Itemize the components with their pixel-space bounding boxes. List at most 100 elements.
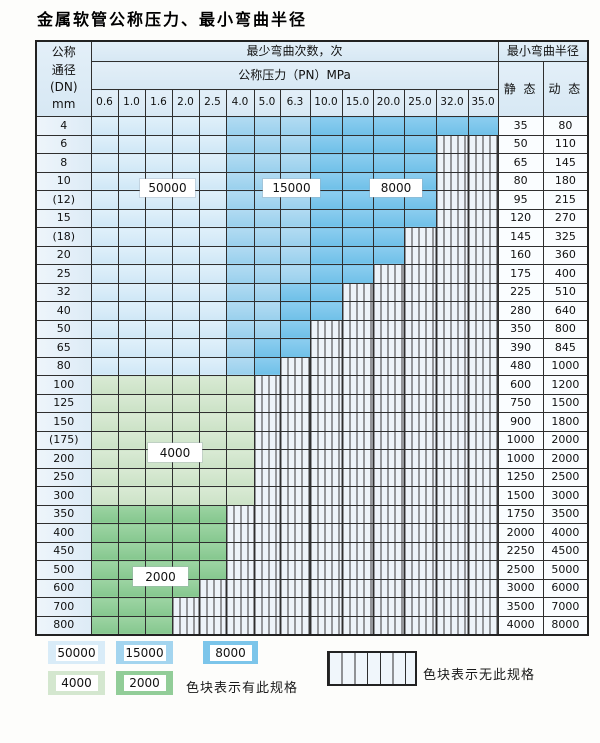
dynamic-radius-cell: 510 — [542, 282, 589, 302]
table-header: 公称 通径 (DN) mm 最少弯曲次数，次 最小弯曲半径 公称压力（PN）MP… — [35, 40, 589, 117]
spec-cell — [467, 430, 499, 450]
spec-cell — [198, 190, 227, 210]
spec-cell — [198, 264, 227, 284]
spec-cell — [279, 282, 311, 302]
static-radius-cell: 1000 — [497, 430, 544, 450]
spec-cell — [279, 264, 311, 284]
spec-cell — [144, 356, 173, 376]
dynamic-radius-cell: 1000 — [542, 356, 589, 376]
spec-cell — [403, 486, 437, 506]
spec-cell — [253, 467, 281, 487]
spec-cell — [171, 467, 200, 487]
spec-cell — [309, 134, 343, 154]
spec-cell — [467, 319, 499, 339]
spec-cell — [225, 504, 255, 524]
spec-cell — [253, 597, 281, 617]
pressure-tick: 35.0 — [467, 89, 499, 117]
spec-cell — [225, 449, 255, 469]
table-row: 100 600 1200 — [35, 375, 589, 395]
spec-cell — [198, 523, 227, 543]
spec-cell — [341, 375, 374, 395]
spec-cell — [198, 282, 227, 302]
spec-cell — [435, 338, 469, 358]
spec-cell — [309, 486, 343, 506]
spec-cell — [467, 338, 499, 358]
dn-cell: 50 — [35, 319, 92, 339]
spec-cell — [309, 560, 343, 580]
spec-cell — [198, 356, 227, 376]
dn-cell: 15 — [35, 208, 92, 228]
spec-cell — [403, 301, 437, 321]
spec-cell — [144, 393, 173, 413]
dn-cell: 200 — [35, 449, 92, 469]
dynamic-radius-cell: 1200 — [542, 375, 589, 395]
spec-cell — [144, 319, 173, 339]
spec-cell — [467, 615, 499, 636]
spec-cell — [372, 208, 405, 228]
pressure-tick: 20.0 — [372, 89, 405, 117]
spec-cell — [253, 578, 281, 598]
spec-cell — [171, 134, 200, 154]
spec-cell — [341, 430, 374, 450]
spec-cell — [225, 208, 255, 228]
spec-cell — [90, 504, 119, 524]
spec-cell — [225, 264, 255, 284]
spec-cell — [90, 597, 119, 617]
spec-cell — [144, 227, 173, 247]
spec-cell — [279, 615, 311, 636]
spec-cell — [117, 264, 146, 284]
table-row: 500 2500 5000 — [35, 560, 589, 580]
spec-cell — [467, 116, 499, 136]
spec-table: 公称 通径 (DN) mm 最少弯曲次数，次 最小弯曲半径 公称压力（PN）MP… — [35, 40, 590, 636]
spec-cell — [198, 338, 227, 358]
pressure-tick: 10.0 — [309, 89, 343, 117]
static-radius-cell: 2500 — [497, 560, 544, 580]
spec-cell — [171, 245, 200, 265]
spec-cell — [435, 560, 469, 580]
spec-cell — [435, 134, 469, 154]
spec-cell — [309, 227, 343, 247]
dynamic-radius-cell: 270 — [542, 208, 589, 228]
static-radius-cell: 4000 — [497, 615, 544, 636]
spec-cell — [198, 245, 227, 265]
spec-cell — [279, 375, 311, 395]
dynamic-header: 动 态 — [542, 61, 589, 117]
dynamic-radius-cell: 2000 — [542, 449, 589, 469]
spec-cell — [90, 116, 119, 136]
spec-cell — [372, 467, 405, 487]
dn-header: 公称 通径 (DN) mm — [35, 40, 92, 117]
spec-cell — [144, 375, 173, 395]
spec-cell — [403, 338, 437, 358]
spec-cell — [467, 356, 499, 376]
spec-cell — [225, 486, 255, 506]
radius-header: 最小弯曲半径 — [497, 40, 589, 62]
spec-cell — [341, 208, 374, 228]
table-row: 450 2250 4500 — [35, 541, 589, 561]
spec-cell — [403, 430, 437, 450]
spec-cell — [279, 116, 311, 136]
spec-cell — [372, 153, 405, 173]
spec-cell — [144, 412, 173, 432]
spec-cell — [467, 393, 499, 413]
legend-has-spec-text: 色块表示有此规格 — [186, 681, 299, 696]
table-row: (18) 145 325 — [35, 227, 589, 247]
spec-cell — [403, 393, 437, 413]
table-body: 4 35 80 6 50 110 8 65 145 10 80 180 (12) 95 215 15 120 27… — [35, 116, 589, 636]
spec-cell — [253, 615, 281, 636]
spec-cell — [117, 319, 146, 339]
spec-cell — [309, 190, 343, 210]
dynamic-radius-cell: 325 — [542, 227, 589, 247]
spec-cell — [144, 153, 173, 173]
spec-cell — [225, 393, 255, 413]
spec-cell — [309, 319, 343, 339]
spec-cell — [435, 615, 469, 636]
spec-cell — [309, 449, 343, 469]
spec-cell — [90, 171, 119, 191]
static-radius-cell: 900 — [497, 412, 544, 432]
dynamic-radius-cell: 110 — [542, 134, 589, 154]
spec-cell — [279, 597, 311, 617]
spec-cell — [309, 393, 343, 413]
spec-cell — [372, 615, 405, 636]
spec-cell — [117, 449, 146, 469]
spec-cell — [225, 412, 255, 432]
